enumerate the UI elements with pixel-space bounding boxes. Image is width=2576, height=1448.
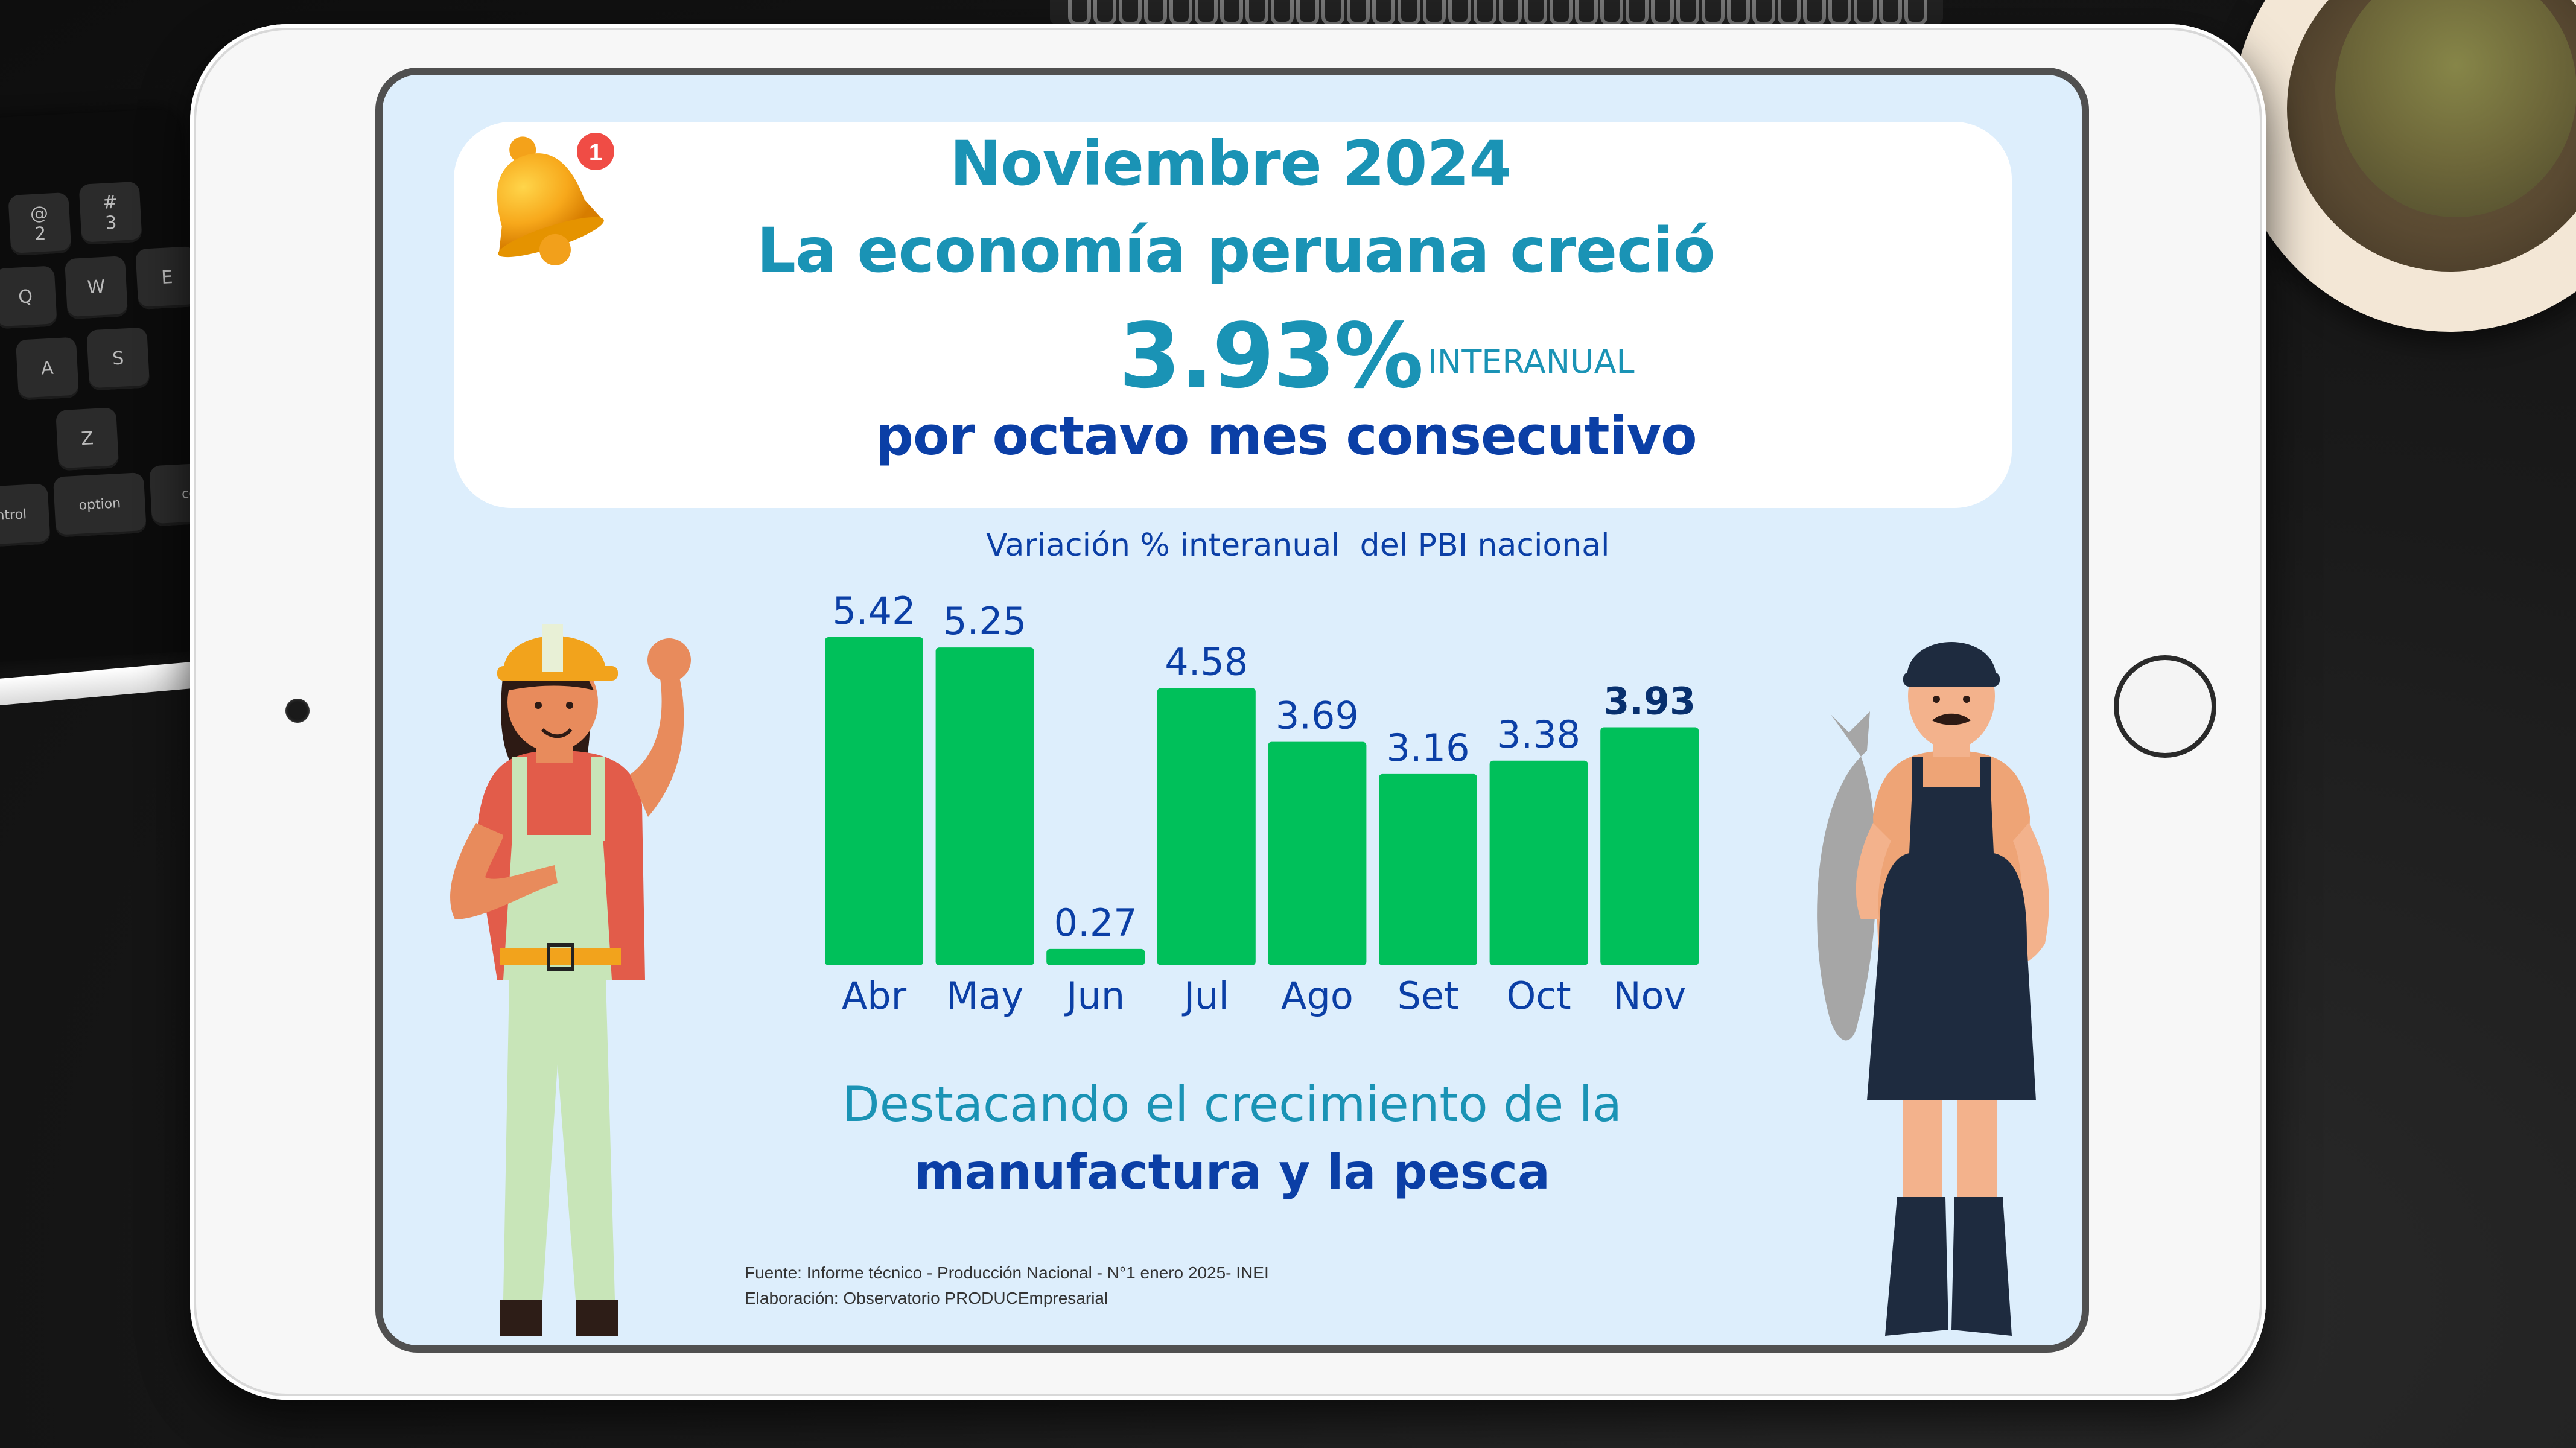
category-label-may: May — [946, 974, 1023, 1018]
source-note: Fuente: Informe técnico - Producción Nac… — [745, 1263, 1269, 1282]
category-label-set: Set — [1398, 974, 1459, 1018]
bar-ago — [1268, 741, 1367, 965]
value-label-jul: 4.58 — [1165, 640, 1248, 684]
spiral-ring — [1144, 0, 1167, 25]
cactus-plant — [2335, 0, 2576, 217]
highlight-line1: Destacando el crecimiento de la — [842, 1076, 1622, 1132]
spiral-ring — [1904, 0, 1927, 25]
spiral-ring — [1195, 0, 1218, 25]
bar-jun — [1046, 948, 1145, 965]
spiral-ring — [1423, 0, 1446, 25]
bar-jul — [1157, 688, 1256, 965]
spiral-ring — [1651, 0, 1674, 25]
keyboard-key: # 3 — [78, 181, 142, 245]
spiral-ring — [1752, 0, 1775, 25]
value-label-abr: 5.42 — [832, 589, 915, 633]
growth-unit: INTERANUAL — [1428, 343, 1635, 381]
bar-oct — [1489, 760, 1588, 965]
keyboard-key: option — [52, 472, 147, 538]
spiral-ring — [1828, 0, 1851, 25]
subheadline: por octavo mes consecutivo — [876, 405, 1697, 467]
spiral-ring — [1727, 0, 1750, 25]
spiral-ring — [1550, 0, 1573, 25]
value-label-oct: 3.38 — [1497, 713, 1580, 757]
spiral-ring — [1372, 0, 1395, 25]
category-label-jul: Jul — [1181, 974, 1229, 1018]
spiral-ring — [1600, 0, 1623, 25]
fisherman-illustration — [1817, 642, 2049, 1336]
spiral-ring — [1474, 0, 1496, 25]
spiral-ring — [1524, 0, 1547, 25]
spiral-ring — [1803, 0, 1826, 25]
tablet-screen: 1 Noviembre 2024 La economía peruana cre… — [375, 68, 2089, 1353]
bar-set — [1379, 773, 1477, 965]
spiral-ring — [1347, 0, 1370, 25]
notification-badge — [573, 129, 618, 174]
keyboard-key: S — [86, 327, 150, 391]
keyboard-key: W — [64, 256, 129, 320]
keyboard-key: Q — [0, 265, 57, 329]
bar-nov — [1600, 727, 1699, 965]
keyboard-key: E — [135, 246, 199, 310]
month-title: Noviembre 2024 — [950, 128, 1512, 200]
value-label-nov: 3.93 — [1603, 679, 1696, 723]
spiral-ring — [1245, 0, 1268, 25]
spiral-ring — [1499, 0, 1522, 25]
credit-note: Elaboración: Observatorio PRODUCEmpresar… — [745, 1289, 1108, 1307]
spiral-ring — [1702, 0, 1725, 25]
tablet-camera — [285, 699, 310, 723]
spiral-ring — [1119, 0, 1142, 25]
spiral-ring — [1575, 0, 1598, 25]
bar-chart: 5.42 Abr 5.25 May 0.27 Jun 4.58 Jul 3.69 Ago 3.16 S… — [825, 589, 1699, 1018]
category-label-ago: Ago — [1281, 974, 1353, 1018]
keyboard-key: control — [0, 483, 51, 549]
spiral-ring — [1093, 0, 1116, 25]
spiral-ring — [1169, 0, 1192, 25]
spiral-notebook — [1050, 0, 1943, 25]
spiral-ring — [1271, 0, 1294, 25]
category-label-abr: Abr — [842, 974, 907, 1018]
spiral-ring — [1448, 0, 1471, 25]
bell-icon: 1 — [497, 129, 618, 265]
headline: La economía peruana creció — [757, 215, 1716, 287]
category-label-jun: Jun — [1064, 974, 1125, 1018]
value-label-may: 5.25 — [943, 599, 1026, 643]
spiral-ring — [1068, 0, 1091, 25]
keyboard: @ 2 # 3 Q W E A S Z control option com — [0, 108, 243, 664]
spiral-ring — [1879, 0, 1902, 25]
category-label-nov: Nov — [1613, 974, 1686, 1018]
keyboard-key: A — [15, 337, 80, 401]
keyboard-key: Z — [56, 407, 119, 471]
spiral-ring — [1626, 0, 1649, 25]
spiral-ring — [1778, 0, 1801, 25]
header-card — [454, 122, 2012, 508]
notification-count: 1 — [589, 139, 602, 166]
spiral-ring — [1398, 0, 1420, 25]
value-label-ago: 3.69 — [1276, 694, 1359, 738]
spiral-ring — [1296, 0, 1319, 25]
bar-abr — [825, 637, 923, 965]
growth-value: 3.93% — [1119, 304, 1423, 408]
chart-title: Variación % interanual del PBI nacional — [986, 527, 1610, 564]
value-label-set: 3.16 — [1386, 726, 1469, 770]
tablet-home-button[interactable] — [2114, 655, 2216, 758]
construction-worker-illustration — [450, 624, 691, 1336]
bar-may — [935, 647, 1034, 965]
value-label-jun: 0.27 — [1054, 901, 1137, 945]
category-label-oct: Oct — [1506, 974, 1571, 1018]
spiral-ring — [1854, 0, 1877, 25]
spiral-ring — [1321, 0, 1344, 25]
keyboard-key: @ 2 — [8, 192, 72, 256]
highlight-line2: manufactura y la pesca — [914, 1144, 1550, 1200]
spiral-ring — [1220, 0, 1243, 25]
spiral-ring — [1676, 0, 1699, 25]
